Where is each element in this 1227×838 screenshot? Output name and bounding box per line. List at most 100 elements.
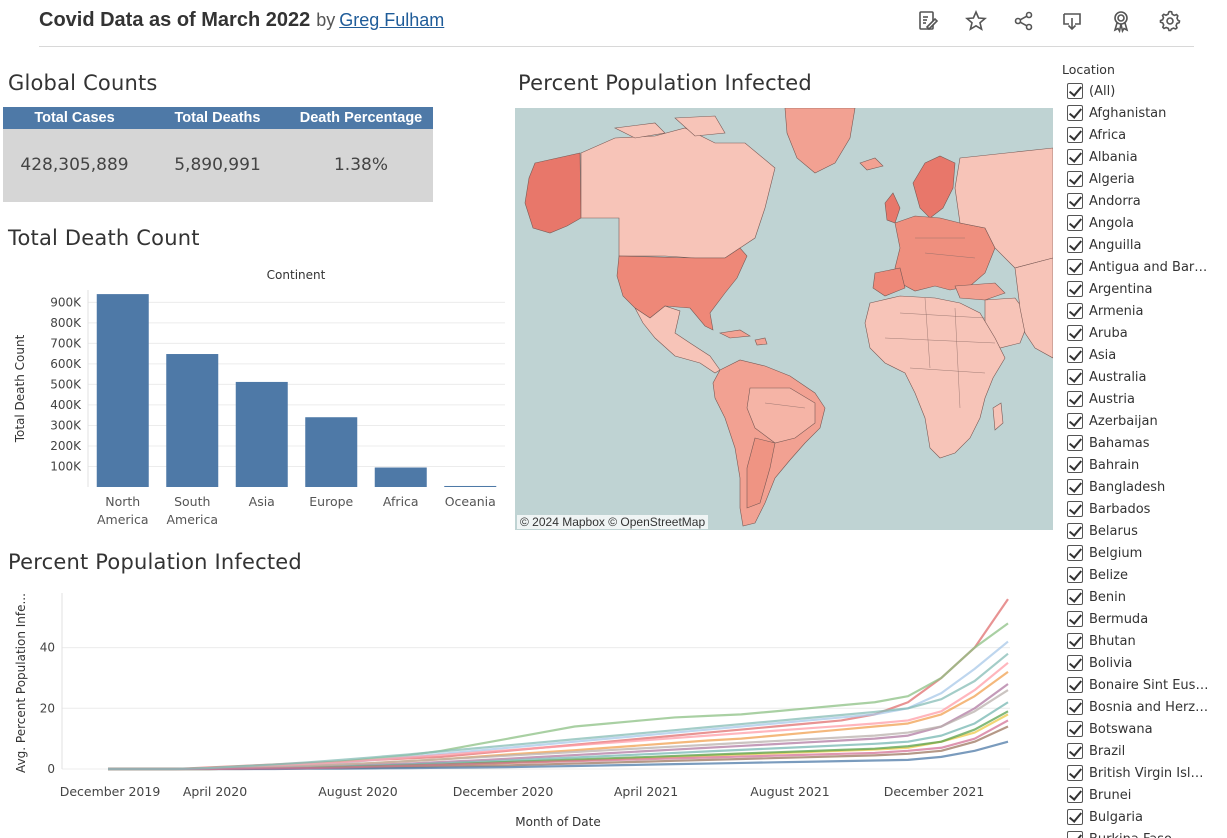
line-x-tick-label: December 2020 (453, 784, 554, 799)
filter-item[interactable]: (All) (1062, 80, 1227, 102)
filter-item[interactable]: Bahrain (1062, 454, 1227, 476)
bar-category-label: Africa (383, 494, 419, 509)
filter-item[interactable]: Brunei (1062, 784, 1227, 806)
checkbox-checked-icon[interactable] (1067, 523, 1083, 539)
checkbox-checked-icon[interactable] (1067, 215, 1083, 231)
checkbox-checked-icon[interactable] (1067, 105, 1083, 121)
filter-item-label: Bahrain (1089, 457, 1140, 473)
filter-item[interactable]: Botswana (1062, 718, 1227, 740)
edit-icon[interactable] (916, 9, 940, 33)
filter-item-label: Asia (1089, 347, 1117, 363)
value-death-percentage: 1.38% (333, 155, 388, 175)
filter-item[interactable]: Africa (1062, 124, 1227, 146)
filter-item[interactable]: Bonaire Sint Eust... (1062, 674, 1227, 696)
checkbox-checked-icon[interactable] (1067, 193, 1083, 209)
filter-item-label: Bhutan (1089, 633, 1136, 649)
filter-item[interactable]: Bhutan (1062, 630, 1227, 652)
checkbox-checked-icon[interactable] (1067, 765, 1083, 781)
filter-item-label: Bahamas (1089, 435, 1150, 451)
filter-item-label: Argentina (1089, 281, 1153, 297)
bar-y-tick-label: 800K (50, 316, 82, 330)
bar (235, 381, 288, 487)
filter-item-label: Australia (1089, 369, 1147, 385)
checkbox-checked-icon[interactable] (1067, 787, 1083, 803)
filter-item[interactable]: Aruba (1062, 322, 1227, 344)
filter-item[interactable]: Australia (1062, 366, 1227, 388)
checkbox-checked-icon[interactable] (1067, 281, 1083, 297)
checkbox-checked-icon[interactable] (1067, 589, 1083, 605)
filter-item[interactable]: Albania (1062, 146, 1227, 168)
checkbox-checked-icon[interactable] (1067, 677, 1083, 693)
checkbox-checked-icon[interactable] (1067, 83, 1083, 99)
filter-item[interactable]: Belgium (1062, 542, 1227, 564)
filter-item[interactable]: Burkina Faso (1062, 828, 1227, 838)
checkbox-checked-icon[interactable] (1067, 545, 1083, 561)
filter-item[interactable]: Bermuda (1062, 608, 1227, 630)
checkbox-checked-icon[interactable] (1067, 567, 1083, 583)
download-icon[interactable] (1060, 9, 1084, 33)
value-total-cases: 428,305,889 (20, 155, 129, 175)
checkbox-checked-icon[interactable] (1067, 259, 1083, 275)
filter-item[interactable]: Bolivia (1062, 652, 1227, 674)
checkbox-checked-icon[interactable] (1067, 831, 1083, 838)
checkbox-checked-icon[interactable] (1067, 611, 1083, 627)
filter-item[interactable]: Armenia (1062, 300, 1227, 322)
checkbox-checked-icon[interactable] (1067, 435, 1083, 451)
filter-item[interactable]: Azerbaijan (1062, 410, 1227, 432)
checkbox-checked-icon[interactable] (1067, 347, 1083, 363)
checkbox-checked-icon[interactable] (1067, 721, 1083, 737)
checkbox-checked-icon[interactable] (1067, 237, 1083, 253)
author-link[interactable]: Greg Fulham (339, 10, 445, 30)
filter-item[interactable]: Belize (1062, 564, 1227, 586)
checkbox-checked-icon[interactable] (1067, 655, 1083, 671)
checkbox-checked-icon[interactable] (1067, 457, 1083, 473)
checkbox-checked-icon[interactable] (1067, 149, 1083, 165)
line-series (108, 652, 1009, 771)
checkbox-checked-icon[interactable] (1067, 479, 1083, 495)
filter-item[interactable]: Afghanistan (1062, 102, 1227, 124)
filter-item-label: Burkina Faso (1089, 832, 1209, 838)
filter-item-label: Albania (1089, 149, 1138, 165)
checkbox-checked-icon[interactable] (1067, 743, 1083, 759)
filter-item[interactable]: Bulgaria (1062, 806, 1227, 828)
header-divider (39, 46, 1194, 47)
checkbox-checked-icon[interactable] (1067, 127, 1083, 143)
bar-y-tick-label: 300K (50, 418, 82, 432)
filter-item[interactable]: Algeria (1062, 168, 1227, 190)
filter-item[interactable]: Angola (1062, 212, 1227, 234)
share-icon[interactable] (1012, 9, 1036, 33)
filter-item[interactable]: Anguilla (1062, 234, 1227, 256)
filter-item-label: Andorra (1089, 193, 1141, 209)
checkbox-checked-icon[interactable] (1067, 391, 1083, 407)
infection-map[interactable]: © 2024 Mapbox © OpenStreetMap (515, 108, 1053, 530)
filter-item[interactable]: Bangladesh (1062, 476, 1227, 498)
star-icon[interactable] (964, 9, 988, 33)
filter-item[interactable]: British Virgin Isla... (1062, 762, 1227, 784)
filter-item[interactable]: Argentina (1062, 278, 1227, 300)
checkbox-checked-icon[interactable] (1067, 633, 1083, 649)
gear-icon[interactable] (1158, 9, 1182, 33)
badge-icon[interactable] (1109, 9, 1133, 34)
filter-item[interactable]: Belarus (1062, 520, 1227, 542)
checkbox-checked-icon[interactable] (1067, 171, 1083, 187)
bar-category-label: Asia (249, 494, 275, 509)
filter-item[interactable]: Austria (1062, 388, 1227, 410)
map-attribution[interactable]: © 2024 Mapbox © OpenStreetMap (517, 515, 709, 529)
filter-item[interactable]: Andorra (1062, 190, 1227, 212)
header-total-cases: Total Cases (34, 110, 115, 126)
checkbox-checked-icon[interactable] (1067, 699, 1083, 715)
filter-item[interactable]: Antigua and Barb... (1062, 256, 1227, 278)
checkbox-checked-icon[interactable] (1067, 501, 1083, 517)
filter-item[interactable]: Benin (1062, 586, 1227, 608)
checkbox-checked-icon[interactable] (1067, 325, 1083, 341)
checkbox-checked-icon[interactable] (1067, 413, 1083, 429)
filter-item[interactable]: Asia (1062, 344, 1227, 366)
filter-item[interactable]: Barbados (1062, 498, 1227, 520)
filter-item[interactable]: Brazil (1062, 740, 1227, 762)
filter-item[interactable]: Bosnia and Herze... (1062, 696, 1227, 718)
checkbox-checked-icon[interactable] (1067, 303, 1083, 319)
checkbox-checked-icon[interactable] (1067, 369, 1083, 385)
checkbox-checked-icon[interactable] (1067, 809, 1083, 825)
filter-item[interactable]: Bahamas (1062, 432, 1227, 454)
bar (96, 294, 149, 487)
